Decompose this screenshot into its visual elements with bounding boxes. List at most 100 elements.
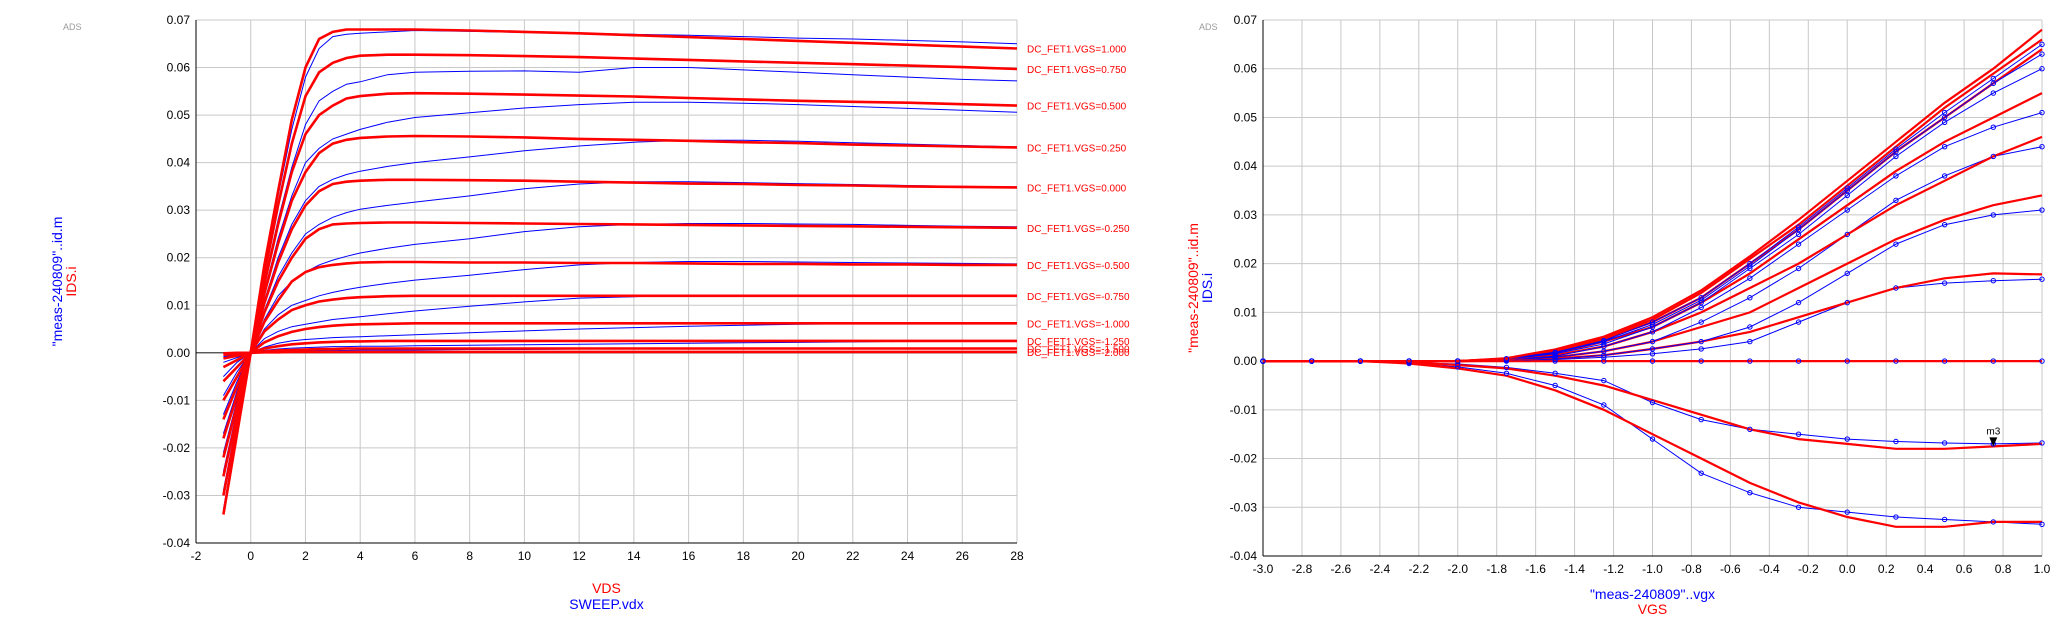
x-tick-label: -2.0 <box>1447 562 1468 576</box>
x-tick-label: 4 <box>357 549 364 563</box>
curve-label: DC_FET1.VGS=-1.000 <box>1027 319 1130 330</box>
measured-point <box>1649 399 1656 406</box>
y-tick-label: 0.02 <box>1234 257 1258 271</box>
model-curve <box>222 53 1018 496</box>
x-tick-label: 0.6 <box>1956 562 1973 576</box>
x-tick-label: -2.8 <box>1292 562 1313 576</box>
measured-point <box>1941 143 1948 150</box>
x-tick-label: 10 <box>518 549 532 563</box>
y-axis-label: "meas-240809"..id.m <box>49 217 65 347</box>
measured-point <box>1795 241 1802 247</box>
measured-point <box>2039 521 2045 528</box>
measured-curve <box>222 101 1018 472</box>
marker-triangle[interactable] <box>1989 437 1998 447</box>
curve-label: DC_FET1.VGS=0.500 <box>1027 102 1127 113</box>
measured-point <box>1698 338 1704 345</box>
x-tick-label: -2.2 <box>1408 562 1429 576</box>
x-tick-label: 12 <box>572 549 586 563</box>
measured-point <box>1941 109 1948 116</box>
measured-point <box>1941 280 1948 286</box>
measured-curve <box>222 181 1018 434</box>
y-tick-label: 0.07 <box>167 13 191 27</box>
measured-point <box>2039 358 2045 364</box>
x-tick-label: -3.0 <box>1253 562 1274 576</box>
y-tick-label: 0.04 <box>1234 159 1258 173</box>
x-tick-label: -1.8 <box>1486 562 1507 576</box>
curve-label: DC_FET1.VGS=-0.250 <box>1027 224 1130 235</box>
measured-point <box>2039 66 2045 72</box>
y-axis-label: IDS.i <box>63 266 79 296</box>
measured-point <box>1698 470 1704 476</box>
axes-frame <box>195 20 1017 544</box>
y-tick-label: 0.03 <box>1234 208 1258 222</box>
measured-point <box>1844 358 1850 364</box>
marker-m3[interactable]: m3 <box>1986 426 2001 447</box>
measured-point <box>1844 299 1850 306</box>
curve-label: DC_FET1.VGS=-1.250 <box>1027 337 1130 348</box>
measured-point <box>1747 426 1753 433</box>
measured-point <box>2039 51 2045 57</box>
x-tick-label: 18 <box>737 549 751 563</box>
model-curve <box>222 321 1017 369</box>
curve-label: DC_FET1.VGS=1.000 <box>1027 45 1127 56</box>
measured-point <box>1747 295 1753 301</box>
curve-label: DC_FET1.VGS=0.250 <box>1027 143 1127 154</box>
measured-point <box>2039 41 2045 48</box>
measured-point <box>1990 75 1997 82</box>
y-tick-label: -0.04 <box>1230 549 1258 563</box>
measured-point <box>1601 402 1607 408</box>
y-tick-label: 0.01 <box>1234 305 1258 319</box>
x-tick-label: -1.2 <box>1603 562 1624 576</box>
measured-point <box>1649 436 1656 442</box>
y-tick-label: 0.05 <box>167 108 191 122</box>
y-tick-label: 0.00 <box>167 346 191 360</box>
marker-label: m3 <box>1986 426 2000 437</box>
x-axis-label: VDS <box>592 580 621 596</box>
measured-point <box>1455 358 1461 364</box>
measured-point <box>1893 173 1899 179</box>
measured-curve <box>223 295 1017 377</box>
measured-point <box>1844 436 1850 442</box>
x-tick-label: 20 <box>791 549 805 563</box>
measured-point <box>1844 207 1850 213</box>
measured-point <box>1893 241 1899 247</box>
y-tick-label: 0.07 <box>1234 13 1258 27</box>
model-curve <box>223 339 1017 360</box>
y-tick-labels: -0.04 -0.03 -0.02 -0.01 0.00 0.01 0.02 0.03 0.04… <box>163 13 191 550</box>
y-tick-label: -0.02 <box>163 441 191 455</box>
model-curve <box>223 347 1017 356</box>
x-tick-label: -0.4 <box>1759 562 1780 576</box>
measured-point <box>1795 504 1802 510</box>
measured-point <box>1601 358 1607 364</box>
x-tick-label: 8 <box>466 549 473 563</box>
model-curve <box>222 134 1018 458</box>
x-tick-label: 14 <box>627 549 641 563</box>
measured-point <box>1795 224 1802 230</box>
measured-point <box>1990 358 1997 364</box>
curve-label: DC_FET1.VGS=-0.500 <box>1027 261 1130 272</box>
x-tick-label: 2 <box>302 549 309 563</box>
grid-lines <box>1262 19 2043 557</box>
measured-point <box>1941 358 1948 364</box>
x-tick-label: -1.6 <box>1525 562 1546 576</box>
y-tick-labels: -0.04 -0.03 -0.02 -0.01 0.00 0.01 0.02 0.03 0.04… <box>1230 13 1258 563</box>
series-curves <box>222 28 1018 515</box>
x-tick-label: 26 <box>956 549 970 563</box>
measured-point <box>1844 270 1850 277</box>
measured-point <box>1893 197 1899 203</box>
measured-point <box>1795 431 1802 437</box>
y-tick-label: 0.02 <box>167 251 191 265</box>
measured-point <box>1601 377 1607 384</box>
measured-point <box>1795 319 1802 325</box>
measured-curve <box>223 340 1018 358</box>
measured-point <box>1698 416 1704 423</box>
measured-point <box>1601 337 1607 344</box>
model-curve <box>222 260 1017 402</box>
grid-lines <box>195 19 1018 544</box>
measured-point <box>1893 285 1899 291</box>
curve-label: DC_FET1.VGS=-2.000 <box>1027 348 1130 359</box>
measured-point <box>2039 143 2045 150</box>
measured-point <box>1747 324 1753 330</box>
x-tick-label: 28 <box>1010 549 1024 563</box>
x-tick-label: -1.4 <box>1564 562 1585 576</box>
